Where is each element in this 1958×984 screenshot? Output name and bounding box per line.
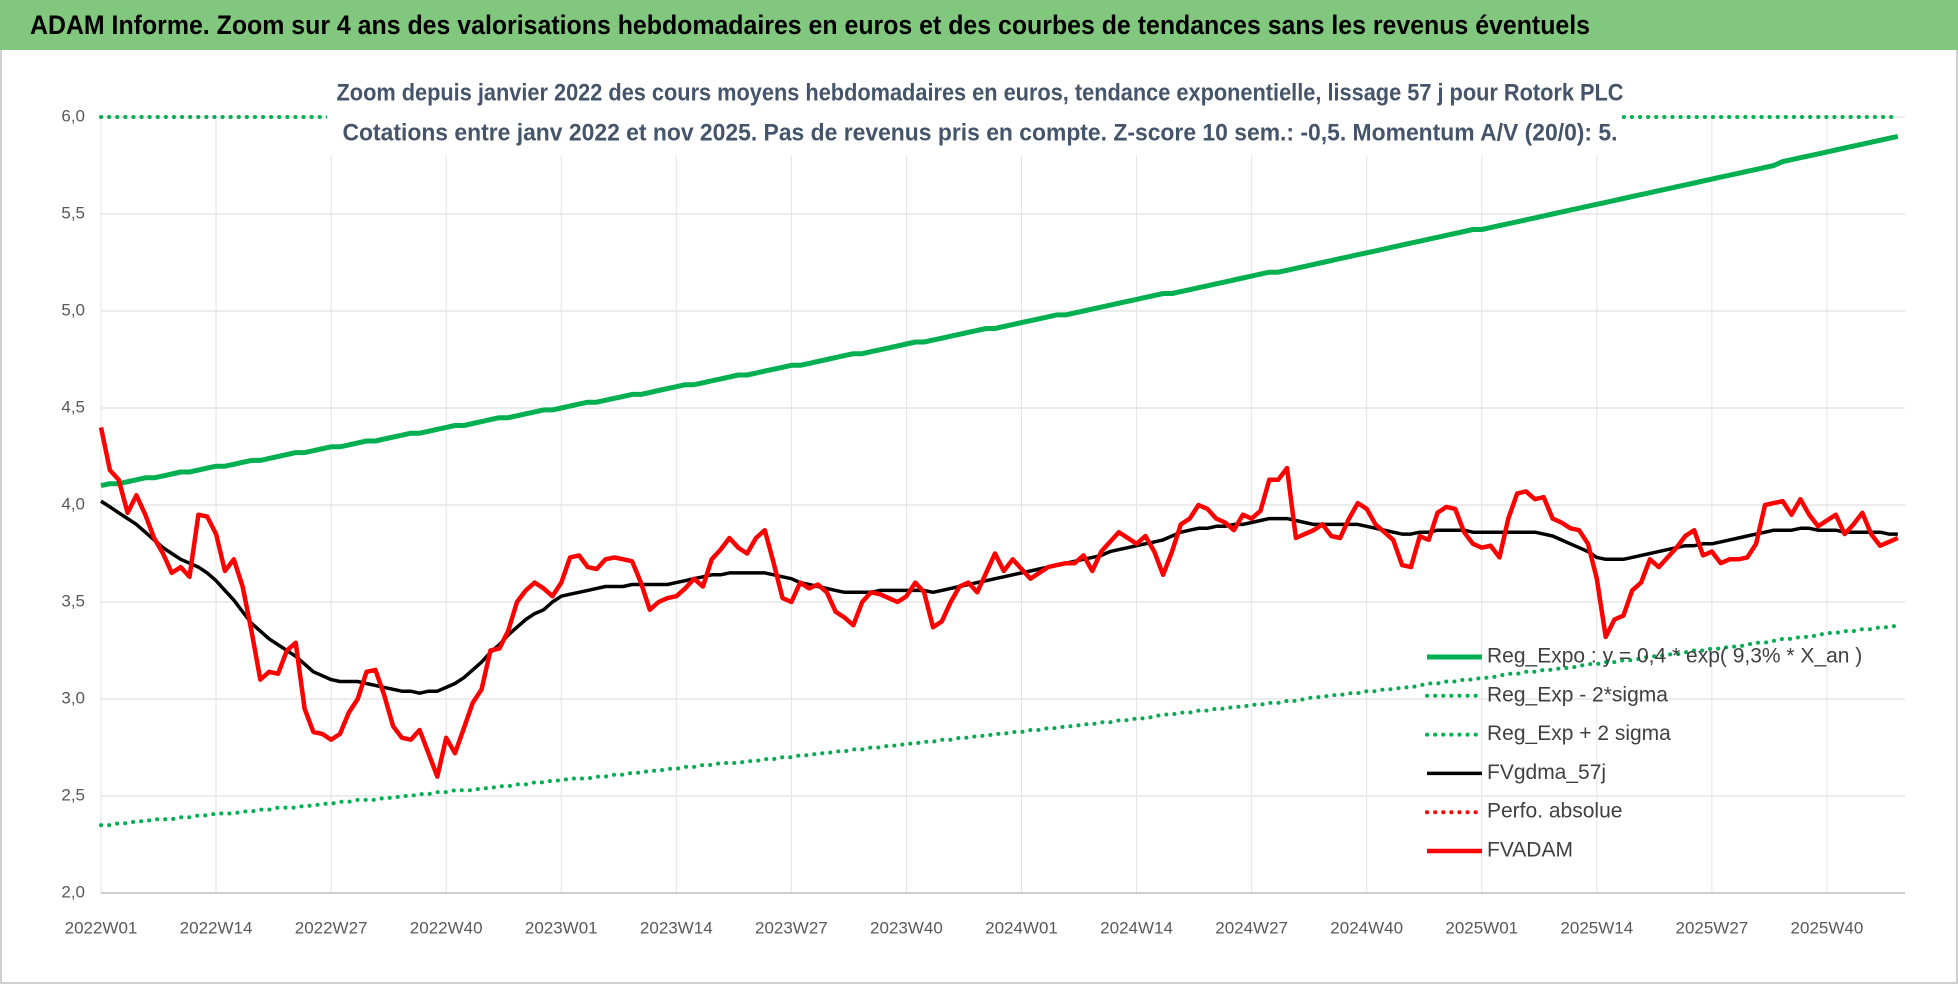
y-tick-label: 6,0: [61, 106, 85, 125]
x-tick-label: 2023W01: [525, 918, 598, 937]
x-tick-label: 2022W40: [410, 918, 483, 937]
y-tick-label: 4,5: [61, 397, 85, 416]
x-tick-label: 2025W01: [1445, 918, 1518, 937]
x-tick-label: 2023W14: [640, 918, 713, 937]
x-tick-label: 2025W40: [1791, 918, 1864, 937]
series-line: [100, 133, 1899, 489]
header-bar: [0, 0, 1958, 50]
series-line: [100, 499, 1898, 695]
y-tick-label: 5,0: [61, 300, 85, 319]
legend-label: FVgdma_57j: [1487, 761, 1606, 784]
series-line: [99, 623, 1900, 828]
x-tick-label: 2022W14: [180, 918, 253, 937]
x-tick-label: 2024W40: [1330, 918, 1403, 937]
x-tick-label: 2024W14: [1100, 918, 1173, 937]
y-tick-label: 2,0: [61, 882, 85, 901]
x-tick-label: 2024W27: [1215, 918, 1288, 937]
x-tick-label: 2022W27: [295, 918, 368, 937]
series-line: [98, 426, 1899, 779]
legend-label: Reg_Expo : y = 0,4 * exp( 9,3% * X_an ): [1487, 645, 1862, 668]
y-tick-label: 3,0: [61, 688, 85, 707]
x-tick-label: 2023W27: [755, 918, 828, 937]
y-tick-label: 4,0: [61, 494, 85, 513]
subtitle: Cotations entre janv 2022 et nov 2025. P…: [343, 119, 1618, 146]
legend-label: FVADAM: [1487, 839, 1573, 862]
x-tick-label: 2023W40: [870, 918, 943, 937]
legend: Reg_Expo : y = 0,4 * exp( 9,3% * X_an ) R…: [1425, 645, 1862, 862]
subtitle: Zoom depuis janvier 2022 des cours moyen…: [337, 79, 1624, 106]
x-tick-label: 2024W01: [985, 918, 1058, 937]
legend-label: Reg_Exp - 2*sigma: [1487, 683, 1668, 706]
legend-label: Perfo. absolue: [1487, 800, 1622, 823]
x-tick-label: 2025W27: [1675, 918, 1748, 937]
x-tick-label: 2022W01: [65, 918, 138, 937]
y-tick-label: 2,5: [61, 785, 85, 804]
subtitle-box: [327, 72, 1622, 156]
y-tick-label: 5,5: [61, 203, 85, 222]
y-tick-label: 3,5: [61, 591, 85, 610]
x-tick-label: 2025W14: [1560, 918, 1633, 937]
chart-title: ADAM Informe. Zoom sur 4 ans des valoris…: [30, 10, 1590, 40]
legend-label: Reg_Exp + 2 sigma: [1487, 722, 1671, 745]
